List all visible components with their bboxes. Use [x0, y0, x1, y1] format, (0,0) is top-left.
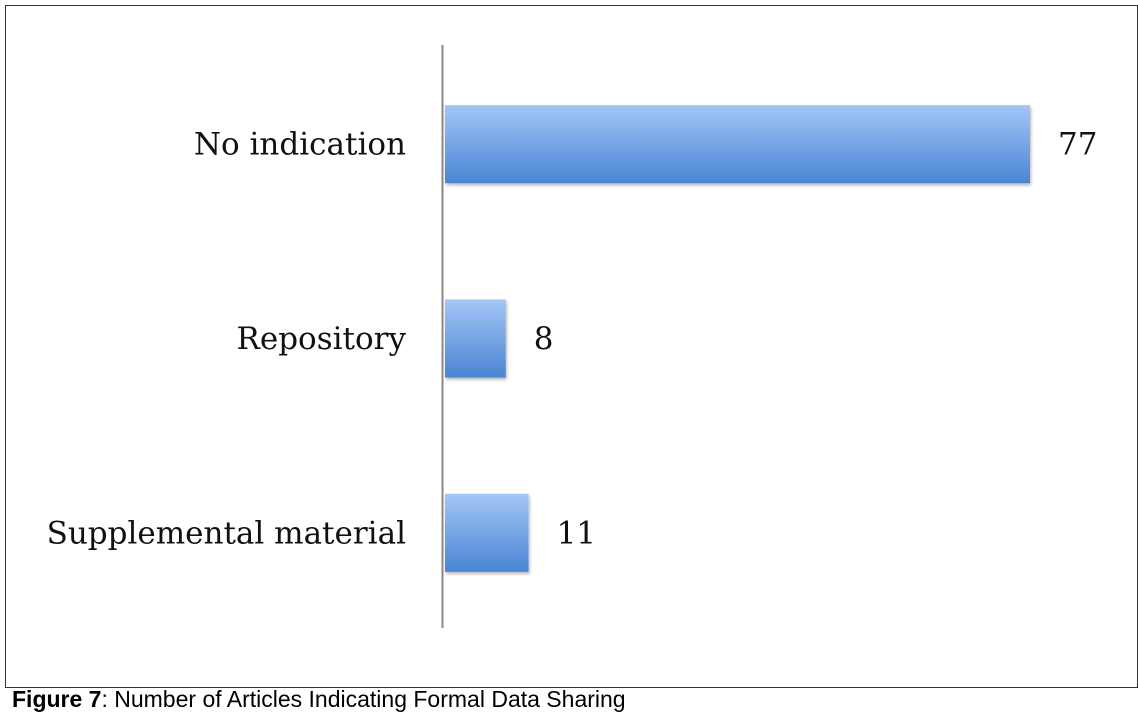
bar [445, 105, 1030, 184]
caption-label: Figure 7 [12, 686, 101, 712]
category-label: Supplemental material [47, 515, 406, 551]
bar [445, 299, 506, 378]
value-label: 11 [557, 515, 596, 551]
category-label: No indication [194, 127, 406, 163]
category-label: Repository [237, 321, 407, 357]
value-label: 77 [1058, 127, 1097, 163]
caption: Figure 7: Number of Articles Indicating … [12, 686, 626, 712]
caption-text: : Number of Articles Indicating Formal D… [101, 686, 625, 712]
bar [445, 493, 529, 572]
value-label: 8 [534, 321, 554, 357]
